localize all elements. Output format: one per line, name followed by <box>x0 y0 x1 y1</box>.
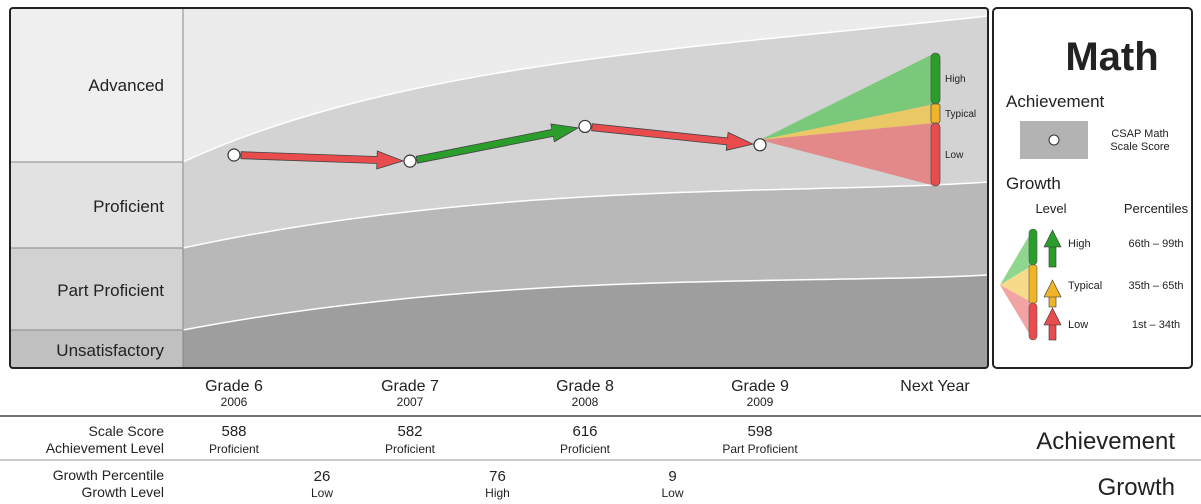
projection-label-high: High <box>945 74 966 85</box>
legend-row-level-low: Low <box>1068 319 1088 331</box>
boundary-part-proficient <box>182 274 989 331</box>
legend-row-level-high: High <box>1068 238 1091 250</box>
table-growth-percentile: 76 <box>489 468 506 485</box>
label-cell-proficient <box>10 162 183 248</box>
legend-marker-label-2: Scale Score <box>1110 141 1169 153</box>
label-cell-advanced <box>10 8 183 162</box>
x-tick-grade: Next Year <box>900 378 970 395</box>
projection-label-low: Low <box>945 150 964 161</box>
projection-fan-low <box>760 123 935 186</box>
table-achievement-level: Proficient <box>560 442 611 456</box>
table-achievement-level: Proficient <box>385 442 436 456</box>
band-advanced <box>183 8 988 162</box>
score-point <box>578 119 592 134</box>
legend-marker-point <box>1048 134 1060 146</box>
table-section-achievement: Achievement <box>1036 428 1175 455</box>
legend-fan-high <box>1000 229 1033 285</box>
band-label-part-proficient: Part Proficient <box>57 281 164 300</box>
table-label-achievement-level: Achievement Level <box>46 440 164 456</box>
label-cell-unsatisfactory <box>10 330 183 368</box>
table-label-growth-percentile: Growth Percentile <box>53 467 164 483</box>
table-label-growth-level: Growth Level <box>82 484 164 500</box>
legend-row-range-low: 1st – 34th <box>1132 319 1180 331</box>
growth-arrow <box>240 150 405 170</box>
table-scale-score: 588 <box>221 423 246 440</box>
table-section-growth: Growth <box>1098 474 1175 501</box>
score-point <box>403 154 417 168</box>
legend-marker-label-1: CSAP Math <box>1111 128 1168 140</box>
projection-bar-low <box>930 122 941 187</box>
projection-fan-high <box>760 53 935 140</box>
table-growth-level: High <box>485 486 510 500</box>
table-scale-score: 598 <box>747 423 772 440</box>
table-growth-level: Low <box>661 486 683 500</box>
legend-frame <box>992 7 1193 369</box>
growth-arrow <box>591 123 755 151</box>
projection-label-typical: Typical <box>945 109 976 120</box>
score-point <box>227 148 241 162</box>
legend-row-range-typical: 35th – 65th <box>1128 280 1183 292</box>
projection-bar-high <box>930 52 941 105</box>
legend-arrow-low <box>1043 307 1062 341</box>
data-table: Scale Score Achievement Level Growth Per… <box>0 415 1201 501</box>
table-scale-score: 582 <box>397 423 422 440</box>
band-part-proficient <box>183 182 988 330</box>
legend-bar-typical <box>1028 264 1038 304</box>
legend-row-level-typical: Typical <box>1068 280 1102 292</box>
x-tick-year: 2007 <box>397 395 424 409</box>
x-tick-grade: Grade 6 <box>205 378 263 395</box>
x-tick-grade: Grade 9 <box>731 378 789 395</box>
table-achievement-level: Part Proficient <box>722 442 798 456</box>
legend-title: Math <box>1065 35 1158 79</box>
projection-fan-typical <box>760 104 935 140</box>
boundary-advanced <box>182 15 989 163</box>
table-label-scale-score: Scale Score <box>89 423 165 439</box>
band-label-proficient: Proficient <box>93 197 164 216</box>
legend-fan-low <box>1000 285 1033 340</box>
x-tick-year: 2009 <box>747 395 774 409</box>
legend-bar-high <box>1028 228 1038 266</box>
table-cells: 588 Proficient 582 Proficient 616 Proficient 5… <box>209 423 798 500</box>
legend-row-range-high: 66th – 99th <box>1128 238 1183 250</box>
band-label-unsatisfactory: Unsatisfactory <box>56 341 164 360</box>
table-growth-percentile: 26 <box>314 468 331 485</box>
x-tick-grade: Grade 8 <box>556 378 614 395</box>
score-point <box>753 138 767 152</box>
x-tick-year: 2008 <box>572 395 599 409</box>
growth-arrow <box>415 123 580 164</box>
legend-level-header: Level <box>1035 201 1066 216</box>
legend-bar-low <box>1028 302 1038 341</box>
table-growth-percentile: 9 <box>668 468 676 485</box>
legend-percentiles-header: Percentiles <box>1124 201 1189 216</box>
x-tick-year: 2006 <box>221 395 248 409</box>
projection-bar-typical <box>930 103 941 124</box>
boundary-proficient <box>182 181 989 249</box>
growth-arrows <box>240 123 755 170</box>
band-label-advanced: Advanced <box>88 76 164 95</box>
x-tick-grade: Grade 7 <box>381 378 439 395</box>
table-scale-score: 616 <box>572 423 597 440</box>
legend-fan-typical <box>1000 265 1033 303</box>
table-achievement-level: Proficient <box>209 442 260 456</box>
score-points <box>227 119 767 168</box>
band-unsatisfactory <box>183 275 988 368</box>
legend-growth-heading: Growth <box>1006 174 1061 193</box>
table-growth-level: Low <box>311 486 333 500</box>
legend-arrow-high <box>1043 229 1062 268</box>
chart-area: Advanced Proficient Part Proficient Unsa… <box>9 7 989 369</box>
legend-arrow-typical <box>1043 279 1062 308</box>
chart-frame <box>9 7 989 369</box>
legend-panel: Math Achievement CSAP Math Scale Score G… <box>992 7 1193 369</box>
legend-achievement-heading: Achievement <box>1006 92 1105 111</box>
label-cell-part-proficient <box>10 248 183 330</box>
